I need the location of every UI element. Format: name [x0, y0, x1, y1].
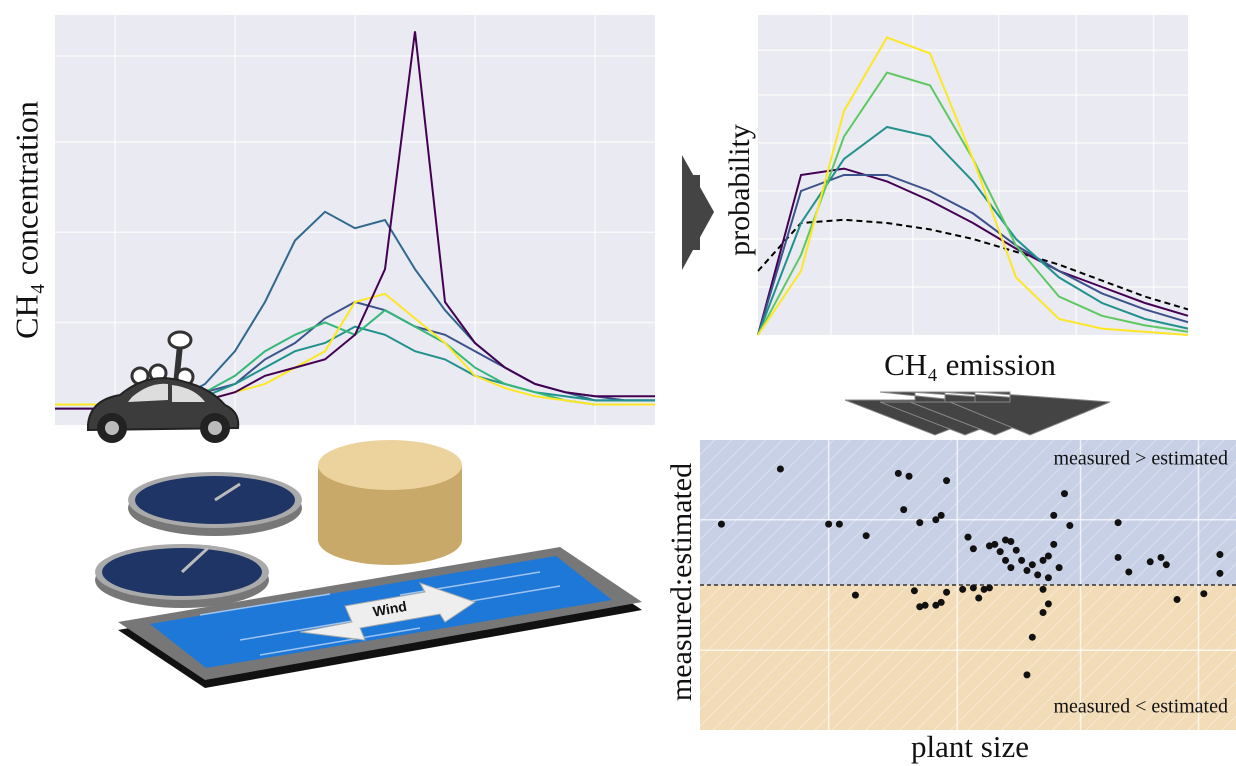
point [1115, 519, 1122, 526]
point [1050, 541, 1057, 548]
x-axis-label: CH₄ emission [884, 347, 1056, 382]
point [1045, 553, 1052, 560]
point [836, 521, 843, 528]
point [825, 521, 832, 528]
point [1007, 564, 1014, 571]
point [938, 599, 945, 606]
point [943, 477, 950, 484]
point [1045, 574, 1052, 581]
point [1216, 551, 1223, 558]
point [1157, 554, 1164, 561]
point [1007, 538, 1014, 545]
point [975, 595, 982, 602]
point [1029, 561, 1036, 568]
chart: CH₄ concentration [8, 15, 655, 425]
point [1040, 609, 1047, 616]
y-axis-label: measured:estimated [665, 463, 698, 701]
point [943, 589, 950, 596]
point [959, 586, 966, 593]
y-axis-label: CH₄ concentration [8, 101, 44, 339]
point [1216, 570, 1223, 577]
point [1147, 558, 1154, 565]
point [911, 587, 918, 594]
point [997, 548, 1004, 555]
point [965, 534, 972, 541]
point [991, 541, 998, 548]
y-axis-label: probability [723, 124, 756, 256]
point [895, 470, 902, 477]
point [1056, 564, 1063, 571]
point [986, 584, 993, 591]
fan-arrows [845, 392, 1110, 435]
point [1013, 547, 1020, 554]
chart: measured > estimated measured < estimated… [665, 440, 1236, 764]
point [1002, 557, 1009, 564]
point [922, 602, 929, 609]
point [1174, 596, 1181, 603]
point [863, 532, 870, 539]
point [1040, 586, 1047, 593]
point [1034, 571, 1041, 578]
point [1023, 567, 1030, 574]
point [1050, 512, 1057, 519]
point [1018, 557, 1025, 564]
point [900, 506, 907, 513]
point [916, 519, 923, 526]
point [1023, 671, 1030, 678]
point [1061, 490, 1068, 497]
point [970, 584, 977, 591]
point [1115, 554, 1122, 561]
point [852, 592, 859, 599]
point [970, 545, 977, 552]
point [1029, 634, 1036, 641]
annotation: measured > estimated [1053, 448, 1228, 470]
x-axis-label: plant size [911, 729, 1029, 764]
point [1045, 600, 1052, 607]
point [938, 512, 945, 519]
flow-arrow-body [682, 175, 700, 250]
point [777, 466, 784, 473]
point [1163, 561, 1170, 568]
point [1200, 590, 1207, 597]
chart: probability CH₄ emission [723, 15, 1188, 382]
point [1125, 568, 1132, 575]
point [906, 473, 913, 480]
point [1066, 522, 1073, 529]
point [718, 521, 725, 528]
graphical-abstract: CH₄ concentration probability CH₄ emission… [0, 0, 1236, 766]
annotation: measured < estimated [1053, 696, 1228, 718]
